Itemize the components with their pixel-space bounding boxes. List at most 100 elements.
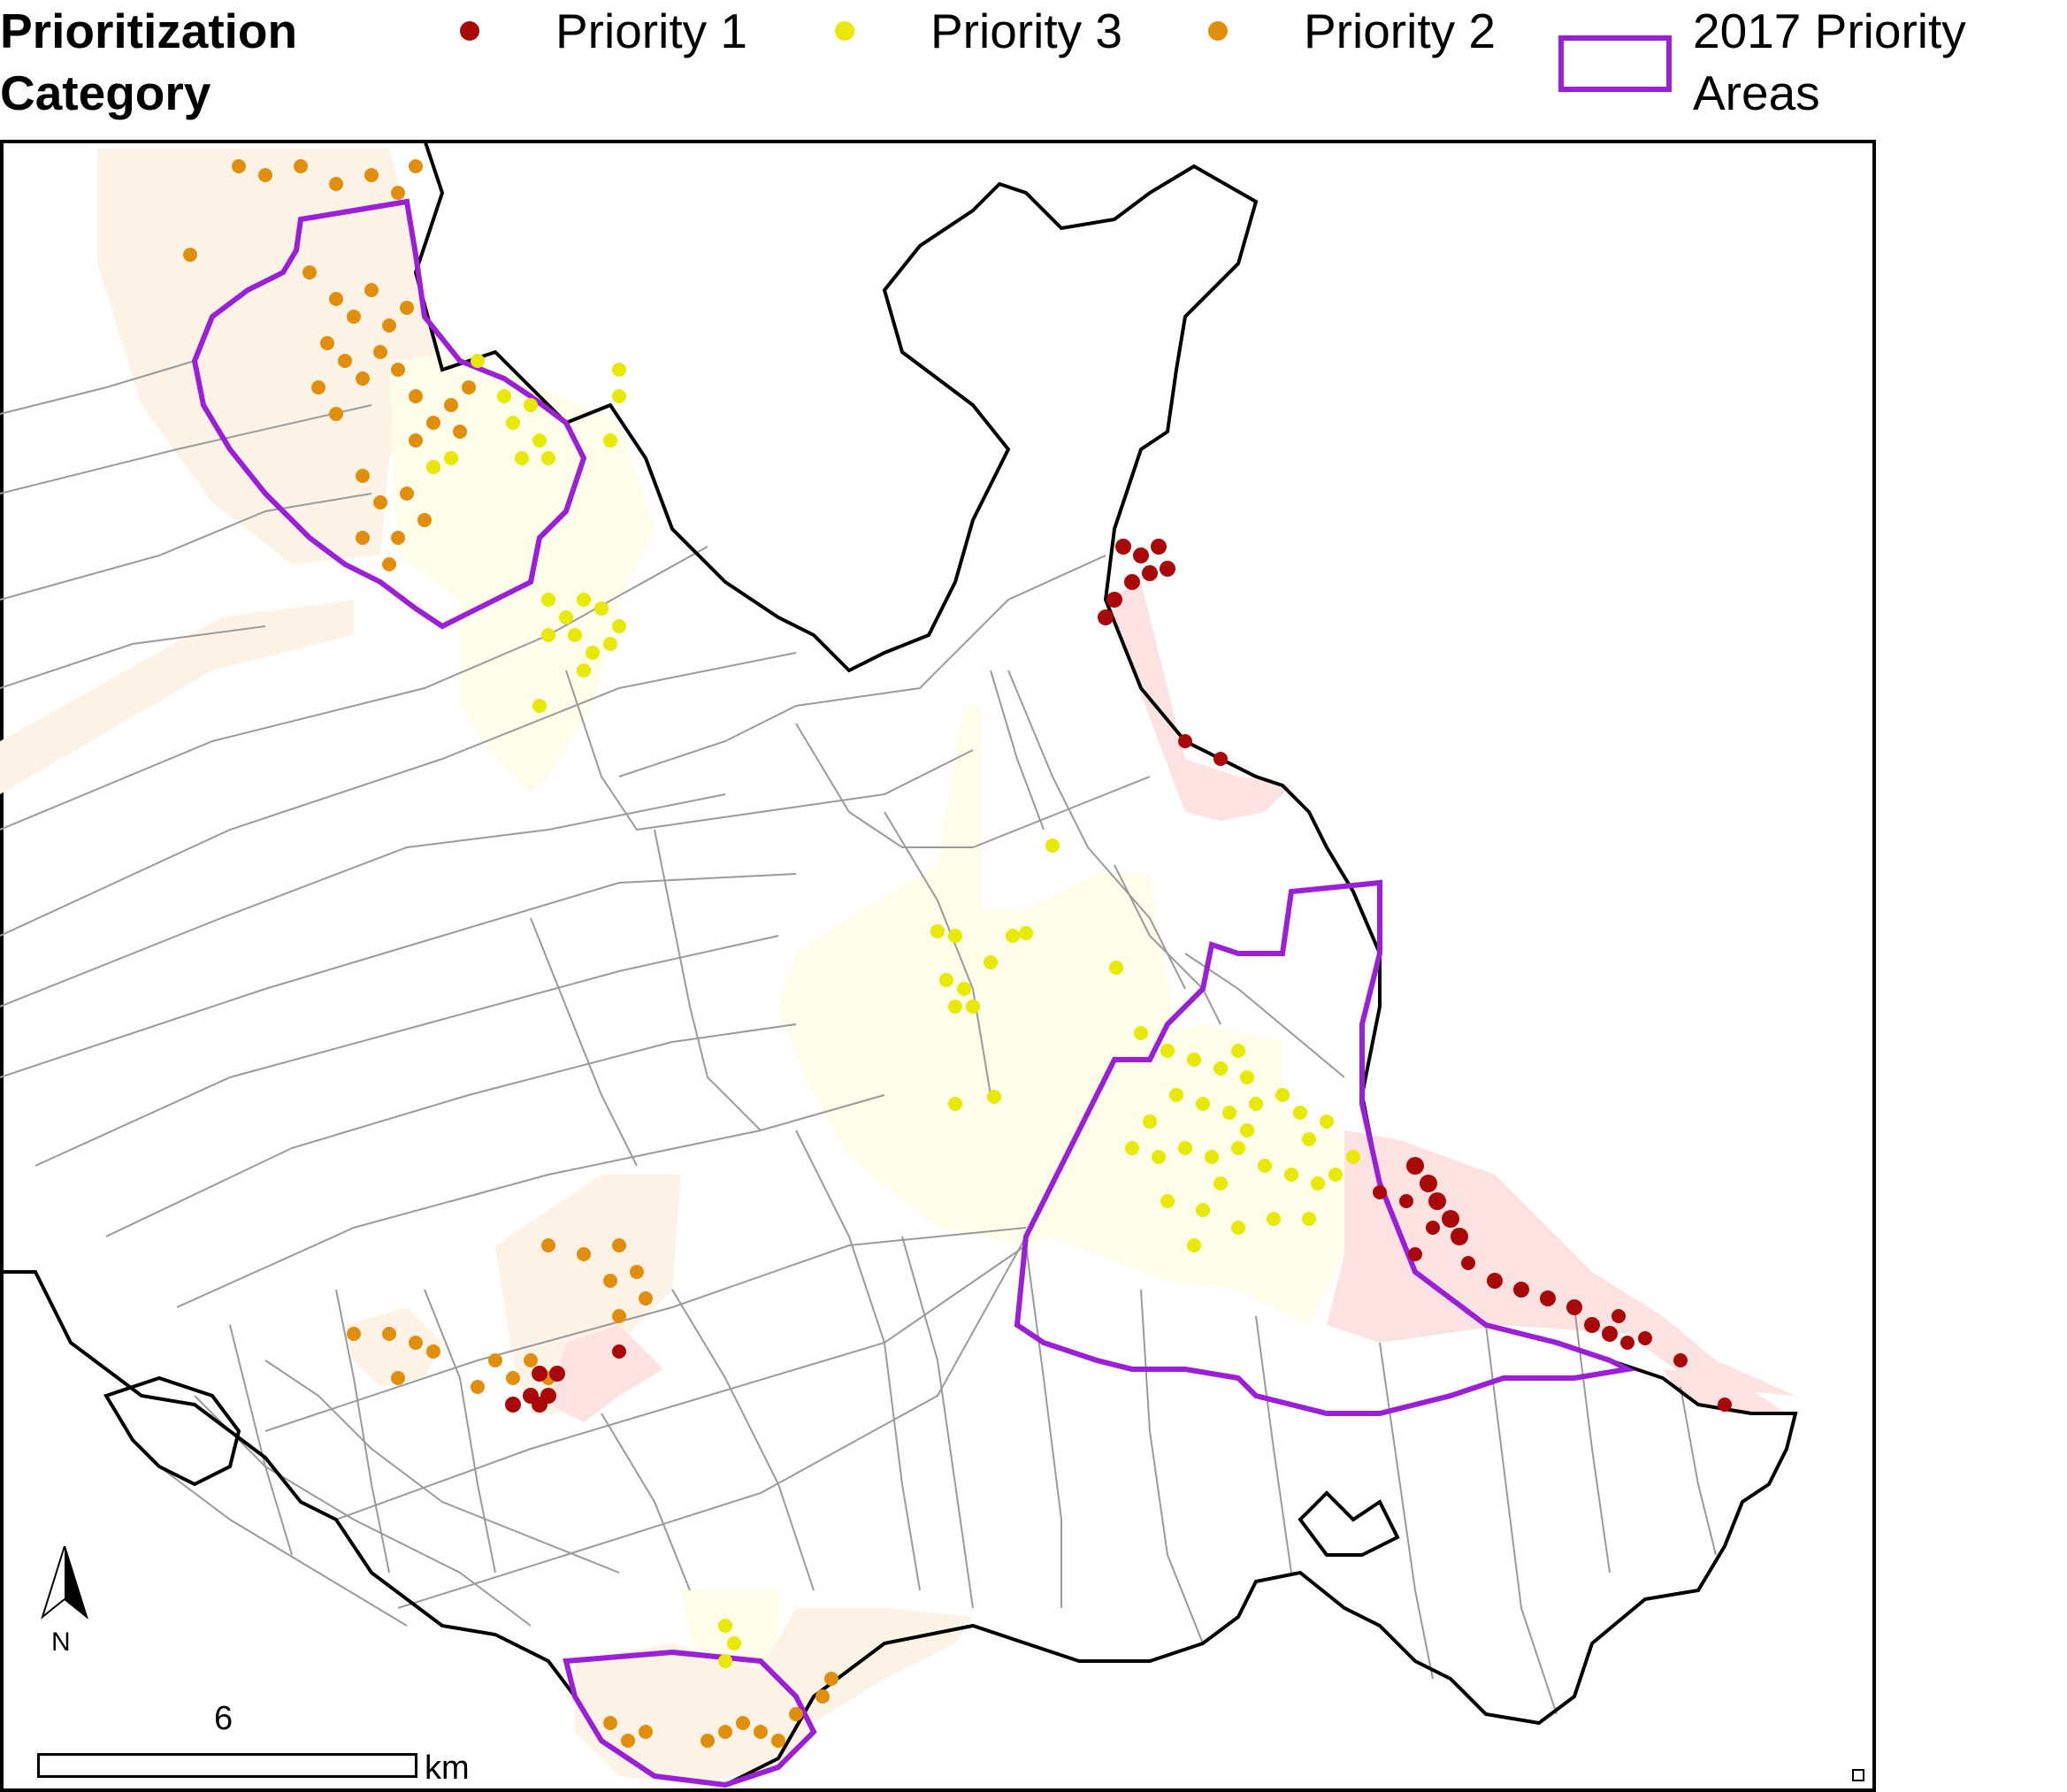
map-canvas[interactable] (0, 140, 1876, 1792)
point-priority-1 (1620, 1336, 1634, 1350)
point-priority-2 (356, 371, 370, 386)
point-priority-2 (320, 336, 334, 350)
point-priority-3 (1231, 1044, 1245, 1058)
point-priority-2 (302, 265, 317, 280)
point-priority-3 (1293, 1106, 1307, 1120)
point-priority-2 (815, 1689, 830, 1704)
point-priority-3 (1160, 1194, 1175, 1208)
point-priority-1 (1584, 1317, 1600, 1333)
point-priority-2 (409, 433, 423, 448)
road (397, 1236, 1027, 1609)
road (264, 1359, 620, 1574)
point-priority-3 (948, 929, 962, 943)
point-priority-2 (426, 416, 440, 430)
point-priority-2 (824, 1672, 838, 1686)
point-priority-1 (1638, 1331, 1652, 1345)
point-priority-3 (532, 433, 547, 448)
point-priority-2 (621, 1734, 635, 1748)
point-priority-1 (1540, 1290, 1556, 1306)
point-priority-1 (1566, 1299, 1582, 1315)
point-priority-1 (1399, 1194, 1413, 1208)
road (654, 829, 762, 1131)
point-priority-3 (568, 628, 582, 642)
point-priority-2 (771, 1734, 785, 1748)
legend-item-priority-areas: 2017 Priority Areas (1558, 0, 2047, 124)
road (671, 1289, 815, 1591)
point-priority-1 (1213, 752, 1228, 766)
point-priority-2 (329, 177, 343, 191)
point-priority-3 (939, 973, 953, 987)
road (565, 670, 974, 831)
point-priority-3 (1196, 1203, 1210, 1217)
point-priority-1 (1451, 1228, 1468, 1245)
road (105, 1023, 797, 1237)
zone-priority-1-southwest (548, 1325, 663, 1422)
point-priority-2 (329, 407, 343, 421)
road (335, 1289, 390, 1574)
road (1114, 864, 1221, 1025)
point-priority-1 (1602, 1326, 1618, 1342)
point-priority-2 (258, 168, 272, 182)
point-priority-3 (1196, 1097, 1210, 1111)
point-priority-3 (541, 628, 555, 642)
point-priority-1 (1461, 1256, 1475, 1270)
road (158, 1466, 408, 1627)
coastline-harbor (103, 1375, 241, 1487)
road (194, 1395, 532, 1627)
zone-priority-1-north-coast (1106, 582, 1291, 821)
legend-label-priority-1: Priority 1 (555, 4, 747, 58)
road (0, 793, 726, 1007)
point-priority-2 (577, 1247, 591, 1261)
road (1184, 953, 1345, 1078)
point-priority-2 (364, 283, 379, 297)
point-priority-2 (409, 159, 423, 173)
road (1485, 1324, 1558, 1715)
point-priority-1 (1428, 1192, 1446, 1210)
road (1255, 1315, 1292, 1574)
point-priority-3 (594, 601, 609, 616)
point-priority-1 (1611, 1309, 1626, 1323)
point-priority-3 (1346, 1150, 1360, 1164)
zone-layer (0, 149, 1795, 1785)
point-priority-2 (382, 557, 396, 571)
point-priority-2 (232, 159, 246, 173)
point-priority-3 (497, 389, 511, 403)
point-priority-2 (409, 1336, 423, 1350)
north-arrow-icon (41, 1546, 88, 1620)
point-priority-2 (488, 1353, 502, 1367)
point-priority-2 (382, 318, 396, 333)
road (990, 670, 1045, 831)
point-priority-3 (718, 1619, 732, 1633)
points-priority-1 (505, 539, 1732, 1413)
point-priority-2 (364, 168, 379, 182)
point-priority-2 (400, 301, 414, 315)
point-priority-3 (506, 416, 520, 430)
point-priority-3 (1006, 929, 1020, 943)
legend-label-priority-2: Priority 2 (1304, 4, 1496, 58)
point-priority-3 (1160, 1044, 1175, 1058)
points-priority-3 (426, 354, 1360, 1668)
legend-item-priority-3: Priority 3 (835, 0, 1122, 62)
point-priority-1 (612, 1344, 626, 1359)
point-priority-2 (524, 1353, 538, 1367)
point-priority-2 (329, 292, 343, 306)
point-priority-3 (1240, 1070, 1254, 1084)
zone-priority-2-southwest-small (345, 1307, 442, 1387)
point-priority-2 (382, 1327, 396, 1341)
priority-3-marker-icon (835, 21, 854, 41)
point-priority-3 (948, 1097, 962, 1111)
point-priority-3 (524, 398, 538, 412)
point-priority-1 (1673, 1353, 1688, 1367)
point-priority-3 (1302, 1132, 1316, 1146)
point-priority-3 (1328, 1168, 1343, 1182)
point-priority-3 (1275, 1088, 1290, 1102)
road (0, 652, 797, 937)
point-priority-2 (612, 1309, 626, 1323)
point-priority-3 (1178, 1141, 1192, 1155)
point-priority-2 (338, 354, 352, 368)
point-priority-2 (700, 1734, 715, 1748)
point-priority-2 (426, 1344, 440, 1359)
point-priority-3 (1320, 1114, 1334, 1129)
road (901, 1236, 974, 1609)
point-priority-3 (1213, 1061, 1228, 1076)
